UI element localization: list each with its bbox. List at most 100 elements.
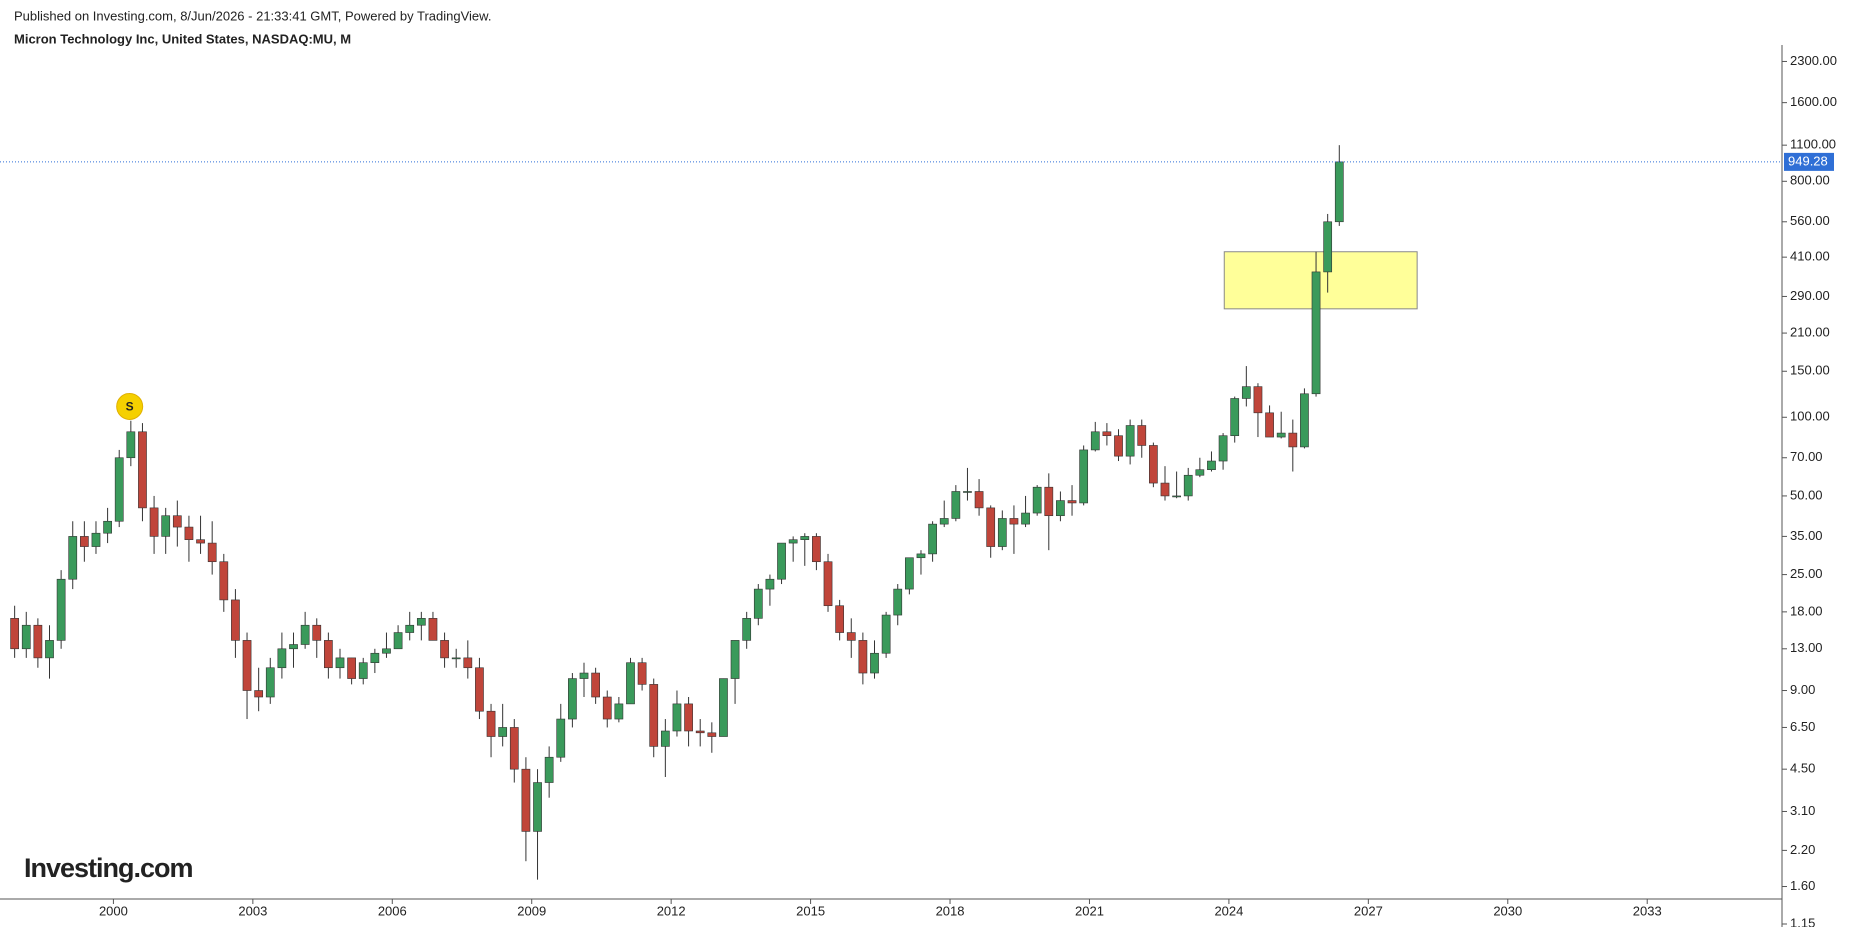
- y-tick-label: 2300.00: [1790, 53, 1837, 68]
- y-tick-label: 560.00: [1790, 213, 1830, 228]
- candle-body: [951, 491, 961, 519]
- candle-body: [416, 618, 426, 626]
- candle-body: [846, 632, 856, 641]
- candle-body: [300, 624, 310, 645]
- candle-body: [196, 539, 205, 544]
- y-tick-label: 100.00: [1790, 409, 1830, 424]
- candle-body: [1079, 449, 1089, 504]
- candle-body: [1114, 435, 1123, 457]
- candle-body: [242, 640, 252, 691]
- x-tick-label: 2027: [1354, 903, 1383, 918]
- candle-body: [68, 536, 78, 580]
- candle-body: [835, 605, 845, 633]
- candle-body: [904, 557, 914, 590]
- candle-body: [1300, 393, 1309, 448]
- candle-body: [1125, 425, 1135, 457]
- candle-body: [533, 782, 542, 832]
- candle-body: [289, 644, 298, 650]
- y-tick-label: 800.00: [1790, 173, 1830, 188]
- candle-body: [335, 657, 345, 669]
- candle-body: [45, 640, 54, 659]
- candle-body: [428, 618, 438, 641]
- candle-body: [568, 678, 577, 720]
- candle-body: [126, 431, 136, 459]
- candle-body: [486, 710, 496, 737]
- candle-body: [800, 536, 810, 540]
- candle-body: [765, 578, 775, 590]
- candle-body: [1265, 412, 1274, 438]
- symbol-title: Micron Technology Inc, United States, NA…: [14, 31, 351, 46]
- y-tick-label: 6.50: [1790, 719, 1815, 734]
- y-tick-label: 410.00: [1790, 249, 1830, 264]
- candle-body: [370, 652, 380, 664]
- y-tick-label: 35.00: [1790, 528, 1823, 543]
- candle-body: [1067, 500, 1077, 504]
- candle-body: [707, 732, 717, 737]
- candle-body: [358, 662, 368, 679]
- candle-body: [138, 431, 147, 509]
- candle-body: [475, 667, 484, 712]
- candle-body: [312, 624, 322, 641]
- y-tick-label: 9.00: [1790, 682, 1815, 697]
- y-tick-label: 50.00: [1790, 487, 1823, 502]
- y-tick-label: 150.00: [1790, 363, 1830, 378]
- candle-body: [1276, 432, 1286, 438]
- candle-body: [777, 542, 786, 580]
- candle-body: [881, 614, 891, 654]
- y-tick-label: 2.20: [1790, 842, 1815, 857]
- x-tick-label: 2006: [378, 903, 407, 918]
- candle-body: [324, 640, 333, 669]
- last-price-label: 949.28: [1788, 153, 1828, 168]
- y-tick-label: 13.00: [1790, 640, 1823, 655]
- x-tick-label: 2024: [1214, 903, 1243, 918]
- x-tick-label: 2021: [1075, 903, 1104, 918]
- candle-body: [79, 536, 89, 547]
- x-tick-label: 2003: [238, 903, 267, 918]
- y-tick-label: 290.00: [1790, 288, 1830, 303]
- candle-body: [695, 730, 705, 734]
- candle-body: [91, 532, 101, 547]
- candle-body: [347, 657, 356, 679]
- candle-body: [463, 657, 473, 669]
- candle-body: [672, 703, 682, 732]
- candle-body: [393, 632, 403, 650]
- candle-body: [660, 730, 670, 747]
- signal-marker-label: S: [126, 400, 134, 414]
- published-note: Published on Investing.com, 8/Jun/2026 -…: [14, 8, 491, 23]
- candle-body: [579, 672, 589, 679]
- candle-body: [172, 515, 182, 528]
- candle-body: [916, 553, 926, 559]
- y-tick-label: 4.50: [1790, 761, 1815, 776]
- candle-body: [440, 640, 449, 659]
- candle-body: [161, 515, 171, 537]
- x-tick-label: 2000: [99, 903, 128, 918]
- candle-body: [1032, 486, 1042, 514]
- candle-body: [184, 526, 194, 540]
- y-tick-label: 1600.00: [1790, 94, 1837, 109]
- candle-body: [451, 657, 461, 660]
- candle-body: [986, 507, 996, 547]
- candle-body: [1323, 221, 1333, 273]
- y-tick-label: 1.15: [1790, 915, 1815, 927]
- candle-body: [498, 727, 508, 737]
- candle-body: [730, 640, 740, 679]
- candle-body: [1311, 271, 1321, 395]
- candle-body: [649, 684, 659, 747]
- candle-body: [893, 588, 903, 616]
- candle-body: [928, 523, 937, 555]
- x-tick-label: 2033: [1633, 903, 1662, 918]
- candle-body: [1218, 435, 1228, 462]
- candle-body: [1195, 469, 1205, 476]
- last-price-box: [1784, 152, 1834, 171]
- y-tick-label: 3.10: [1790, 803, 1815, 818]
- candle-body: [637, 662, 647, 685]
- candle-body: [1044, 486, 1054, 517]
- candle-body: [1056, 500, 1065, 517]
- candle-body: [521, 768, 531, 832]
- y-tick-label: 1.60: [1790, 878, 1815, 893]
- candle-body: [1009, 518, 1019, 525]
- highlight-zone: [1223, 251, 1418, 310]
- candle-body: [591, 672, 600, 698]
- candle-body: [33, 624, 43, 659]
